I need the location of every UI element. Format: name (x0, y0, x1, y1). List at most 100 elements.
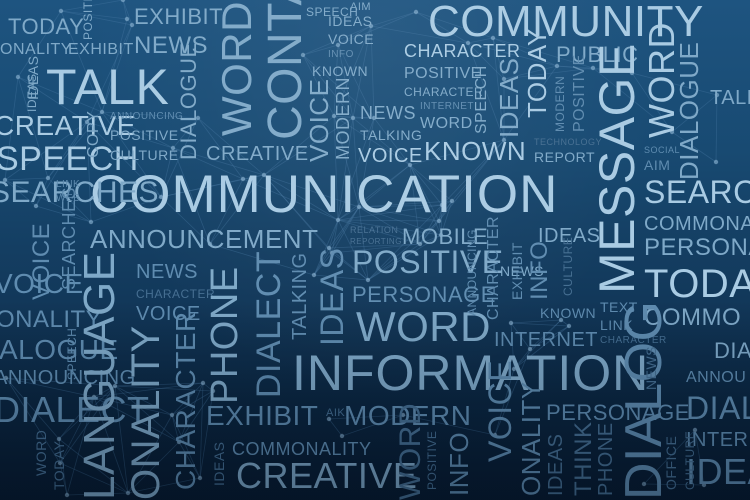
network-line (160, 174, 265, 198)
word-copy-vertical: COPY (85, 110, 102, 158)
word-talk-right: TALK (710, 87, 750, 109)
network-line (409, 164, 421, 245)
network-line (114, 385, 173, 416)
network-node (240, 176, 246, 182)
network-node (169, 412, 175, 418)
network-line (17, 76, 49, 179)
network-line (337, 219, 421, 245)
word-dial-right: DIAL (686, 390, 750, 426)
network-line (328, 243, 421, 249)
word-personal-right: PERSONAL (644, 234, 750, 261)
network-node (57, 460, 63, 466)
word-announcing-left: ANNOUNCING (0, 367, 136, 389)
word-news-vertical: NEWS (643, 346, 659, 390)
network-node (84, 119, 90, 125)
network-line (370, 25, 375, 119)
network-line (60, 0, 124, 12)
network-node (407, 162, 413, 168)
word-news-top2: NEWS (360, 103, 416, 123)
network-line (328, 418, 343, 437)
network-line (86, 121, 92, 223)
word-aim-top: AIM (350, 1, 372, 13)
network-line (438, 220, 442, 236)
network-line (331, 219, 339, 254)
network-node (3, 375, 9, 381)
network-line (492, 37, 505, 80)
network-line (86, 121, 162, 198)
network-line (313, 252, 333, 276)
word-ideas-vertical3: IDEAS (211, 441, 227, 486)
network-node (200, 380, 206, 386)
word-known-small: KNOWN (312, 63, 369, 79)
word-dialogue-vertical: DIALOGUE (176, 42, 201, 160)
network-node (331, 113, 337, 119)
word-exhibit-top2: EXHIBIT (68, 41, 134, 58)
network-line (367, 243, 421, 281)
network-line (197, 117, 244, 180)
network-node (112, 383, 118, 389)
network-node (120, 0, 126, 3)
network-line (209, 174, 265, 245)
word-link-small: LINK (600, 317, 634, 333)
network-node (124, 16, 130, 22)
network-node (439, 202, 445, 208)
network-line (409, 164, 443, 206)
word-character-vertical: CHARACTER (170, 311, 201, 490)
network-line (328, 414, 404, 420)
network-line (60, 10, 128, 20)
word-culture-vertical3: CULTURE (683, 430, 697, 490)
network-line (529, 319, 562, 350)
network-line (510, 319, 562, 324)
network-line (47, 111, 103, 179)
network-node (329, 250, 335, 256)
word-conta-vertical: CONTA (259, 0, 312, 140)
word-ideas-vertical4: IDEAS (545, 433, 567, 496)
network-line (367, 234, 442, 281)
network-node (400, 412, 406, 418)
network-line (160, 117, 199, 198)
network-line (358, 200, 453, 208)
network-node (129, 22, 135, 28)
network-node (590, 65, 596, 71)
network-node (701, 482, 707, 488)
network-line (556, 65, 594, 69)
network-node (197, 475, 203, 481)
word-internet-top: INTERNET (420, 101, 474, 112)
network-line (58, 438, 68, 496)
network-line (122, 0, 133, 26)
word-character-small2: CHARACTER (600, 335, 667, 346)
network-line (409, 164, 442, 236)
word-news-mid: NEWS (136, 261, 198, 283)
word-known-top: KNOWN (424, 136, 527, 166)
network-line (503, 65, 558, 80)
network-line (5, 377, 116, 387)
network-line (58, 438, 61, 464)
network-line (17, 76, 88, 123)
word-link: LINK (56, 179, 81, 190)
network-line (337, 44, 375, 119)
network-node (558, 317, 564, 323)
network-line (263, 115, 335, 176)
network-line (302, 54, 335, 117)
network-node (356, 204, 362, 210)
network-line (337, 44, 354, 119)
word-dialogue-left: DIALOGUE (0, 334, 119, 365)
network-node (629, 70, 635, 76)
network-node (554, 63, 560, 69)
network-line (302, 54, 375, 119)
word-reporting: REPORTING (350, 237, 402, 246)
network-line (263, 174, 339, 221)
network-line (101, 111, 162, 198)
network-line (328, 219, 339, 249)
network-line (17, 76, 103, 113)
word-character: CHARACTER (404, 41, 521, 61)
network-line (494, 368, 515, 436)
network-node (436, 218, 442, 224)
network-node (527, 346, 533, 352)
word-annou-right: ANNOU (686, 369, 747, 386)
network-node (158, 194, 164, 200)
word-searches-left: SEARCHES (0, 176, 160, 209)
word-commonal-right: COMMONAL (644, 213, 750, 235)
network-line (631, 72, 673, 133)
